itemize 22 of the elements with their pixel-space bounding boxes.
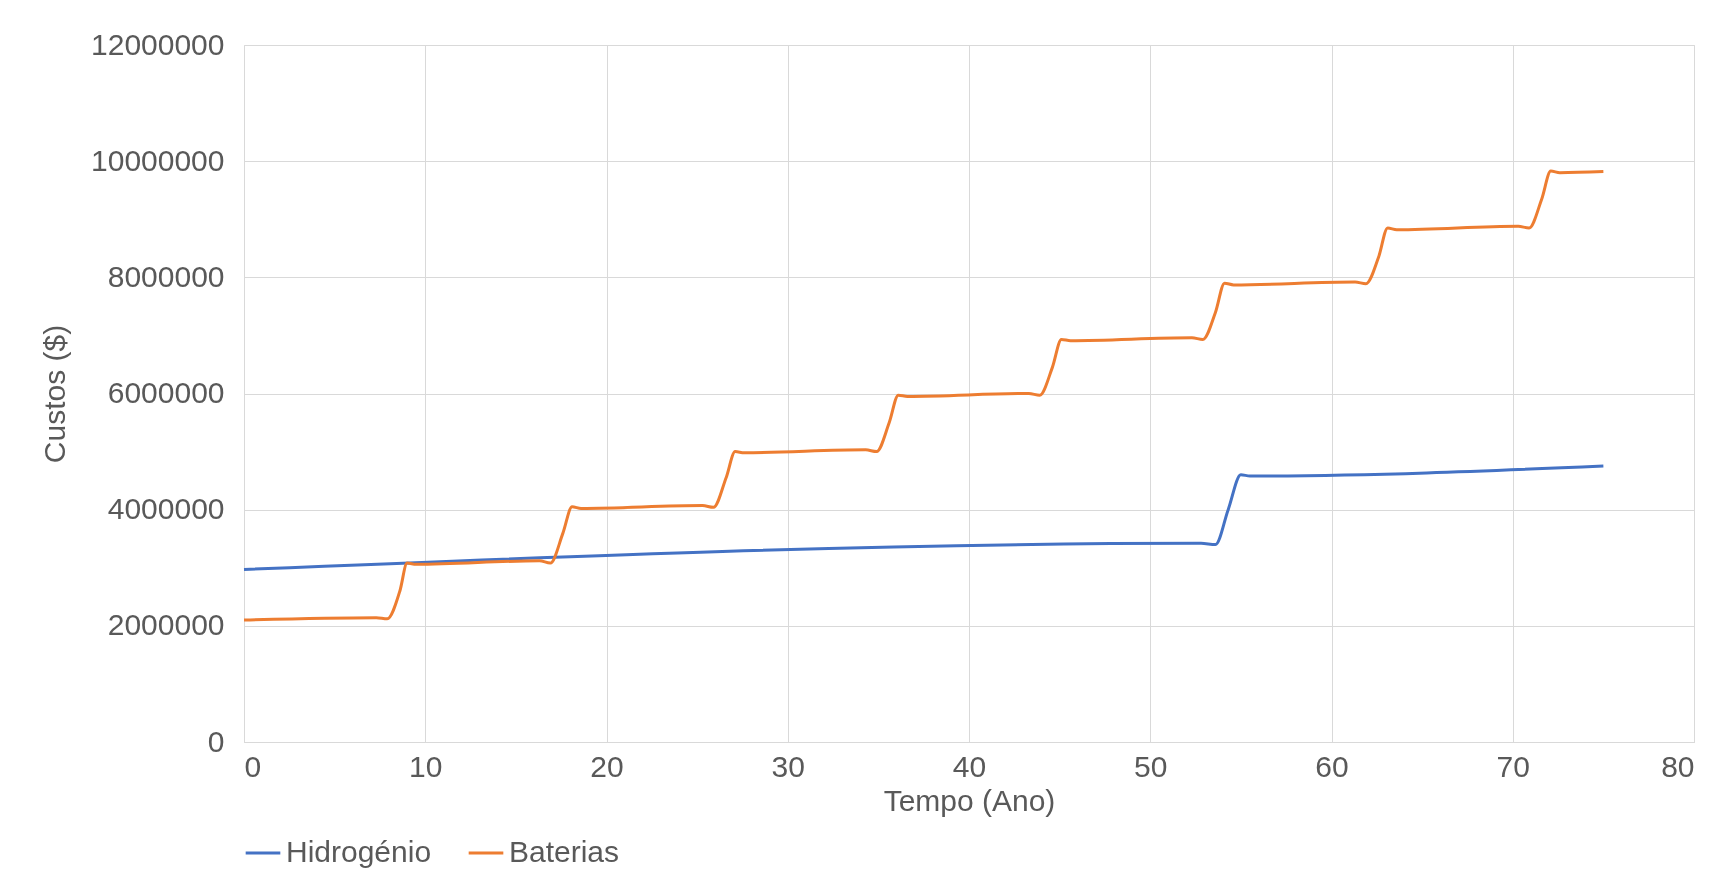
y-tick-label: 0 bbox=[207, 724, 225, 758]
x-tick-label: 80 bbox=[1661, 749, 1695, 783]
legend-label: Hidrogénio bbox=[286, 835, 432, 868]
x-tick-label: 0 bbox=[244, 749, 262, 783]
y-tick-label: 2000000 bbox=[107, 608, 225, 642]
x-axis-title: Tempo (Ano) bbox=[883, 783, 1056, 817]
line-series bbox=[242, 169, 1605, 622]
x-tick-label: 60 bbox=[1315, 749, 1349, 783]
x-tick-label: 50 bbox=[1134, 749, 1168, 783]
x-tick-label: 30 bbox=[771, 749, 805, 783]
y-tick-label: 8000000 bbox=[107, 259, 225, 293]
legend-label: Baterias bbox=[509, 835, 620, 868]
line-series bbox=[242, 464, 1605, 571]
x-tick-label: 10 bbox=[409, 749, 443, 783]
y-tick-label: 10000000 bbox=[91, 143, 225, 177]
y-tick-label: 4000000 bbox=[107, 492, 225, 526]
x-tick-label: 40 bbox=[952, 749, 987, 783]
y-tick-label: 6000000 bbox=[107, 376, 225, 409]
x-tick-label: 20 bbox=[590, 749, 624, 783]
y-tick-label: 12000000 bbox=[91, 27, 225, 61]
y-axis-title: Custos ($) bbox=[38, 324, 72, 464]
x-tick-label: 70 bbox=[1496, 749, 1530, 783]
